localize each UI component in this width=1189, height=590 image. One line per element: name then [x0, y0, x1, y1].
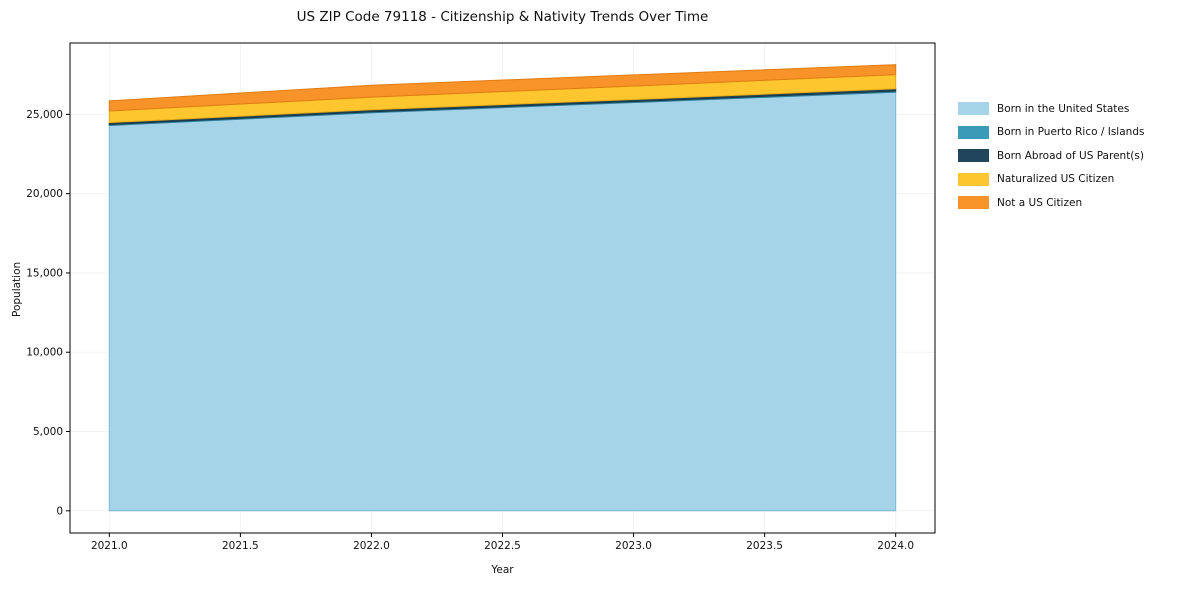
area-series	[108, 64, 897, 112]
legend-swatch	[958, 196, 989, 209]
y-tick-label: 0	[56, 505, 63, 517]
y-axis-label: Population	[11, 261, 23, 317]
legend-label: Not a US Citizen	[997, 196, 1083, 209]
chart-title: US ZIP Code 79118 - Citizenship & Nativi…	[296, 9, 709, 25]
legend-swatch	[958, 172, 989, 186]
x-tick-label: 2022.5	[484, 540, 521, 552]
x-tick-label: 2021.5	[222, 540, 259, 552]
legend-swatch	[958, 149, 989, 162]
x-axis-ticks: 2021.0 2021.5 2022.0 2022.5 2023.0 2023.5 2024…	[91, 533, 914, 552]
legend-item: Not a US Citizen	[958, 196, 1144, 209]
legend-item: Born in the United States	[958, 102, 1144, 115]
x-tick-label: 2021.0	[91, 540, 128, 552]
legend-swatch	[958, 125, 989, 139]
area-series	[108, 91, 897, 512]
x-axis-label: Year	[491, 564, 514, 576]
legend-swatch	[958, 102, 989, 115]
y-tick-label: 10,000	[26, 347, 63, 359]
legend-item: Born in Puerto Rico / Islands	[958, 125, 1145, 139]
y-axis-ticks: 0 5,000 10,000 15,000 20,000 25,000	[26, 109, 70, 517]
y-tick-label: 20,000	[26, 188, 63, 200]
legend-label: Born Abroad of US Parent(s)	[997, 149, 1144, 162]
legend-item: Naturalized US Citizen	[958, 172, 1144, 186]
x-tick-label: 2023.5	[746, 540, 783, 552]
stacked-areas	[108, 64, 897, 512]
y-tick-label: 15,000	[26, 267, 63, 279]
legend: Born in the United States Born in Puerto…	[958, 102, 1144, 220]
y-tick-label: 5,000	[33, 426, 63, 438]
legend-label: Born in the United States	[997, 102, 1130, 115]
x-tick-label: 2022.0	[353, 540, 390, 552]
legend-label: Born in Puerto Rico / Islands	[997, 126, 1145, 138]
legend-item: Born Abroad of US Parent(s)	[958, 149, 1144, 162]
x-tick-label: 2024.0	[877, 540, 914, 552]
x-tick-label: 2023.0	[615, 540, 652, 552]
legend-label: Naturalized US Citizen	[997, 173, 1115, 185]
y-tick-label: 25,000	[26, 109, 63, 121]
